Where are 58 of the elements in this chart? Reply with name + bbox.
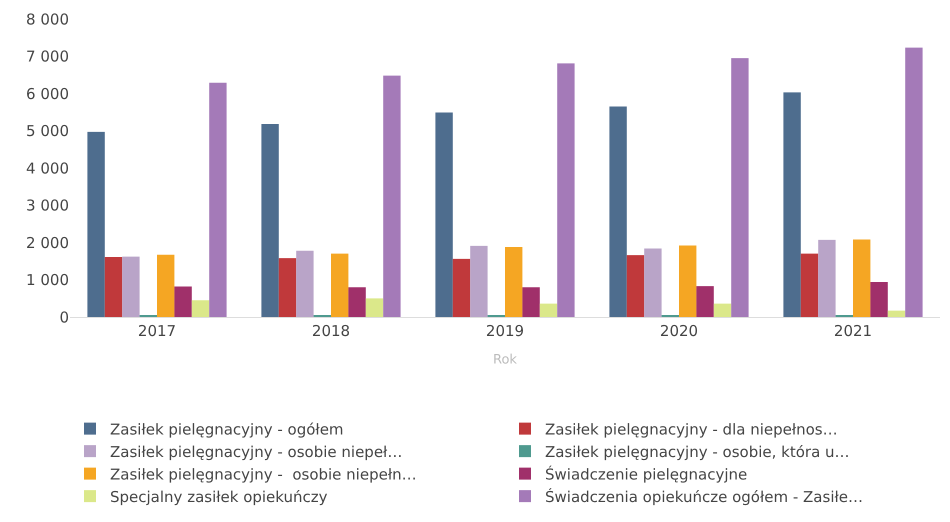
legend-label: Zasiłek pielęgnacyjny - dla niepełnos… (545, 420, 838, 438)
legend-label: Zasiłek pielęgnacyjny - osobie niepełn… (110, 465, 417, 484)
bar (540, 304, 558, 317)
bar (870, 282, 888, 317)
bar (731, 58, 749, 317)
bar (644, 248, 662, 317)
y-tick-label: 6 000 (26, 84, 69, 103)
x-tick-label: 2018 (312, 322, 350, 340)
bar (348, 287, 366, 317)
bar (435, 112, 453, 317)
legend-label: Specjalny zasiłek opiekuńczy (110, 488, 328, 506)
bar (696, 286, 714, 317)
legend-label: Zasiłek pielęgnacyjny - ogółem (110, 420, 344, 438)
bar (157, 254, 174, 317)
legend-label: Zasiłek pielęgnacyjny - osobie niepeł… (110, 442, 402, 461)
legend-label: Świadczenie pielęgnacyjne (545, 465, 748, 484)
bar (87, 132, 105, 317)
bar (679, 245, 696, 317)
bar (800, 254, 818, 317)
bar (174, 286, 192, 317)
y-tick-label: 4 000 (26, 159, 69, 178)
y-tick-label: 5 000 (26, 122, 69, 140)
bar (818, 240, 836, 317)
bar (278, 258, 296, 317)
bar (331, 254, 348, 317)
bar (557, 63, 575, 317)
bar (853, 240, 870, 317)
bar (626, 255, 644, 317)
x-tick-label: 2019 (486, 322, 524, 340)
legend-label: Zasiłek pielęgnacyjny - osobie, która u… (545, 442, 850, 461)
y-tick-label: 1 000 (26, 271, 69, 289)
bar (522, 287, 540, 317)
bar (261, 124, 279, 317)
bar (888, 310, 906, 317)
bar (714, 304, 732, 317)
y-tick-label: 7 000 (26, 48, 69, 66)
bar (192, 300, 210, 317)
legend-label: Świadczenia opiekuńcze ogółem - Zasiłe… (545, 488, 863, 506)
x-tick-label: 2017 (138, 322, 176, 340)
bar (366, 298, 384, 317)
y-tick-label: 3 000 (26, 196, 69, 214)
bar (470, 246, 488, 317)
x-tick-label: 2020 (660, 322, 698, 340)
bar (452, 258, 470, 317)
y-tick-label: 0 (59, 308, 69, 326)
bar (783, 92, 801, 317)
bar (122, 256, 140, 317)
y-tick-label: 8 000 (26, 10, 69, 28)
bar (296, 250, 314, 317)
y-tick-label: 2 000 (26, 234, 69, 252)
bar (505, 246, 522, 317)
x-tick-label: 2021 (834, 322, 872, 340)
x-axis-title: Rok (493, 352, 518, 368)
bar (383, 76, 401, 317)
bar (609, 106, 627, 317)
bar (209, 82, 227, 317)
bar (905, 48, 923, 317)
bar (104, 257, 122, 317)
